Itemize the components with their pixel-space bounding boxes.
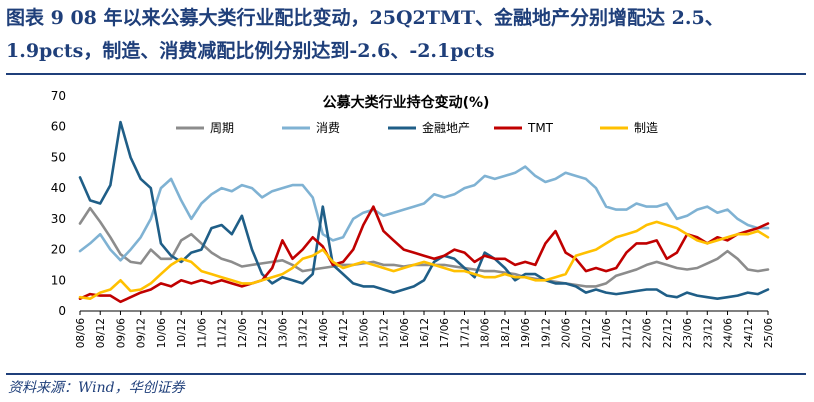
series-layer [78,120,770,304]
y-tick-label: 20 [51,243,66,257]
x-tick-label: 18/12 [500,318,512,348]
chart-title: 公募大类行业持仓变动(%) [323,94,490,111]
legend-label: 制造 [634,121,658,135]
x-tick-label: 22/12 [662,318,674,348]
caption-divider [6,73,806,75]
x-tick-label: 23/12 [702,318,714,348]
x-tick-label: 08/12 [95,318,107,348]
y-tick-label: 50 [51,150,66,164]
y-tick-label: 60 [51,120,66,134]
y-tick-label: 30 [51,212,66,226]
x-tick-label: 18/06 [480,318,492,349]
x-tick-label: 10/06 [156,318,168,349]
footer-divider [6,373,806,375]
x-tick-label: 23/06 [682,318,694,349]
legend: 周期 消费 金融地产 TMT 制造 [176,120,658,135]
x-tick-label: 15/06 [358,318,370,349]
y-axis: 0 10 20 30 40 50 60 70 [51,89,66,318]
x-tick-label: 09/12 [136,318,148,348]
x-tick-label: 11/06 [196,318,208,349]
legend-label: 消费 [316,121,340,135]
x-axis: 08/06 08/12 09/06 09/12 10/06 10/12 11/06 11/12… [75,310,775,349]
x-tick-label: 10/12 [176,318,188,348]
x-tick-label: 08/06 [75,318,87,349]
x-tick-label: 16/12 [419,318,431,348]
legend-label: 金融地产 [422,120,470,135]
x-tick-label: 20/06 [561,318,573,349]
series-line [78,165,770,262]
x-tick-label: 14/06 [318,318,330,349]
x-tick-label: 16/06 [399,318,411,349]
line-chart: 公募大类行业持仓变动(%) 0 10 20 30 40 50 60 70 08/06 08/12… [51,89,775,349]
x-tick-label: 11/12 [217,318,229,348]
x-tick-label: 17/12 [459,318,471,348]
x-tick-label: 21/06 [601,318,613,349]
x-tick-label: 22/06 [642,318,654,349]
x-tick-label: 24/06 [723,318,735,349]
x-tick-label: 24/12 [743,318,755,348]
x-tick-label: 12/12 [257,318,269,348]
y-tick-label: 10 [51,273,66,287]
x-tick-label: 17/06 [439,318,451,349]
x-tick-label: 12/06 [237,318,249,349]
x-tick-label: 19/12 [540,318,552,348]
x-tick-label: 19/06 [520,318,532,349]
x-tick-label: 09/06 [115,318,127,349]
x-tick-label: 20/12 [581,318,593,348]
y-tick-label: 0 [58,304,66,318]
series-line [78,205,770,304]
series-line [78,206,770,288]
y-tick-label: 40 [51,181,66,195]
figure-caption: 图表 9 08 年以来公募大类行业配比变动，25Q2TMT、金融地产分别增配达 … [6,7,724,62]
source-note: 资料来源：Wind，华创证券 [8,380,185,396]
x-tick-label: 15/12 [379,318,391,348]
series-line [78,120,770,300]
x-tick-label: 13/12 [298,318,310,348]
series-line [78,220,770,300]
x-tick-label: 13/06 [277,318,289,349]
legend-label: TMT [527,121,554,135]
x-tick-label: 25/06 [763,318,775,349]
y-tick-label: 70 [51,89,66,103]
x-tick-label: 21/12 [621,318,633,348]
x-tick-label: 14/12 [338,318,350,348]
legend-label: 周期 [210,121,234,135]
